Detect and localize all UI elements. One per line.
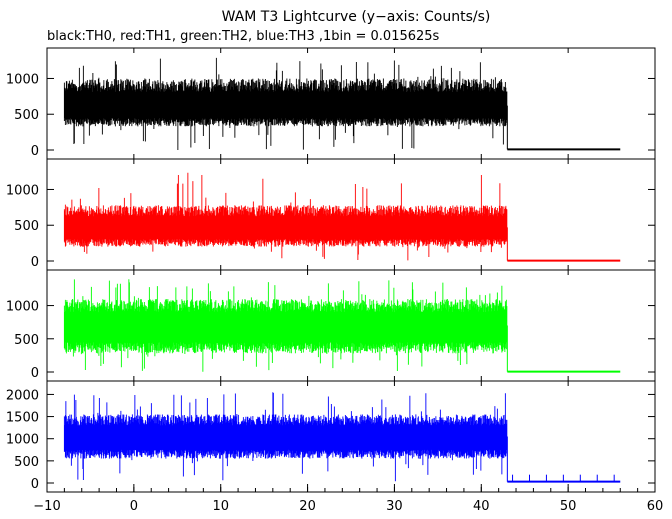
panel-th3: 0 500 1000 1500 2000: [6, 380, 656, 493]
x-axis: −10 0 10 20 30 40 50 60: [33, 484, 663, 514]
panel-th2: 0 500 1000: [6, 269, 656, 382]
x-tick-label: 60: [647, 499, 664, 514]
lightcurve-th3: [63, 392, 508, 482]
y-tick-label: 0: [31, 477, 39, 492]
y-tick-label: 1000: [6, 300, 39, 315]
y-tick-label: 500: [14, 108, 39, 123]
lightcurve-th2: [63, 279, 508, 372]
lightcurve-th1: [63, 172, 508, 261]
x-tick-label: 10: [212, 499, 229, 514]
panel-frame: [46, 380, 656, 493]
x-tick-label: 0: [130, 499, 138, 514]
x-tick-label: 30: [386, 499, 403, 514]
y-tick-label: 500: [14, 455, 39, 470]
lightcurve-th0: [63, 57, 508, 150]
y-tick-label: 500: [14, 333, 39, 348]
y-tick-label: 1500: [6, 411, 39, 426]
panels: 0 500 1000 0 500 1000 0 500 1000 0 500 1000 1500 2000: [6, 47, 656, 493]
y-tick-label: 2000: [6, 388, 39, 403]
chart-title: WAM T3 Lightcurve (y−axis: Counts/s): [222, 9, 491, 25]
panel-th1: 0 500 1000: [6, 158, 656, 271]
y-tick-label: 500: [14, 219, 39, 234]
y-tick-label: 0: [31, 255, 39, 270]
panel-th0: 0 500 1000: [6, 47, 656, 160]
x-tick-label: 40: [473, 499, 490, 514]
x-tick-label: 20: [299, 499, 316, 514]
x-tick-label: 50: [560, 499, 577, 514]
y-tick-label: 1000: [6, 183, 39, 198]
y-tick-label: 0: [31, 144, 39, 159]
chart-subtitle: black:TH0, red:TH1, green:TH2, blue:TH3 …: [47, 29, 440, 44]
x-tick-label: −10: [33, 499, 60, 514]
y-tick-label: 1000: [6, 433, 39, 448]
y-tick-label: 1000: [6, 72, 39, 87]
y-tick-label: 0: [31, 366, 39, 381]
